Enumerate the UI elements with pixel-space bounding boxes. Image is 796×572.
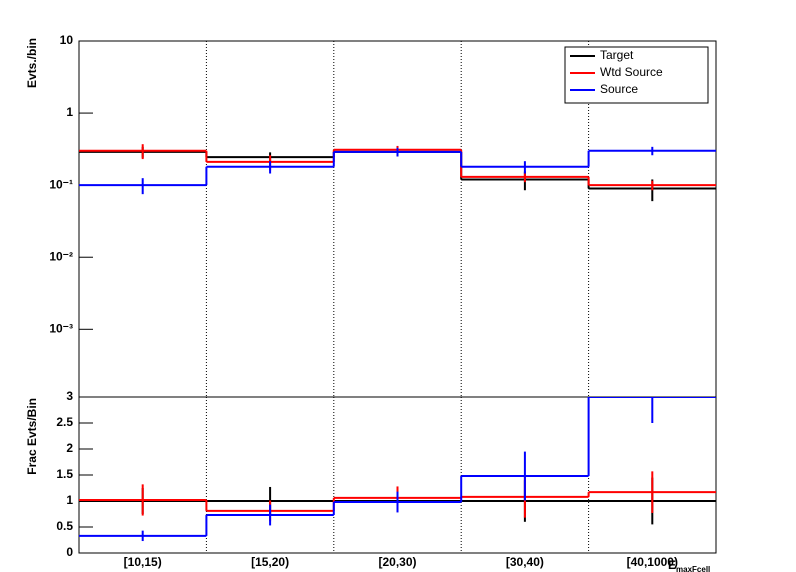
y-tick-label: 0.5 (56, 519, 73, 533)
x-tick-label: [10,15) (124, 555, 162, 569)
x-axis-label: EmaxFcell (668, 558, 710, 572)
y-tick-label: 2.5 (56, 415, 73, 429)
y-tick-label: 10⁻¹ (49, 177, 73, 191)
x-tick-label: [40,1000) (627, 555, 678, 569)
x-label-main: E (668, 558, 676, 572)
y-tick-label: 3 (66, 389, 73, 403)
legend-label: Source (600, 82, 638, 96)
y-tick-label: 10⁻³ (49, 321, 73, 335)
plot-area (79, 397, 716, 542)
y-tick-label: 1 (66, 105, 73, 119)
y-axis-label: Frac Evts/Bin (25, 398, 39, 475)
plot-frame (78, 396, 717, 554)
y-tick-label: 1.5 (56, 467, 73, 481)
x-tick-label: [30,40) (506, 555, 544, 569)
x-tick-label: [15,20) (251, 555, 289, 569)
legend-label: Target (600, 48, 634, 62)
y-tick-label: 10⁻² (49, 249, 73, 263)
x-label-sub: maxFcell (676, 565, 710, 572)
plot-area (79, 144, 716, 202)
y-tick-label: 1 (66, 493, 73, 507)
y-axis-label: Evts./bin (25, 38, 39, 88)
x-tick-label: [20,30) (378, 555, 416, 569)
legend-label: Wtd Source (600, 65, 663, 79)
y-tick-label: 10 (60, 33, 74, 47)
y-tick-label: 0 (66, 545, 73, 559)
y-tick-label: 2 (66, 441, 73, 455)
